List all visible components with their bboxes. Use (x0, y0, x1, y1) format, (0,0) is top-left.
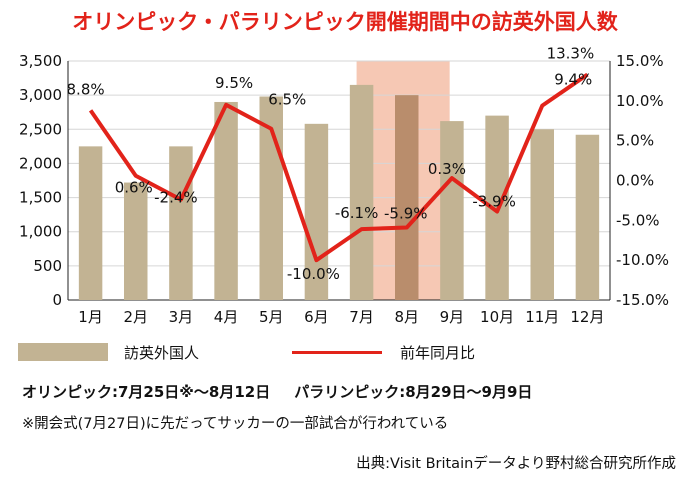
bar (440, 121, 464, 300)
legend-bars: 訪英外国人 (18, 341, 199, 363)
left-tick-label: 1,500 (19, 189, 62, 207)
point-label: 9.5% (215, 74, 253, 92)
left-tick-label: 500 (33, 257, 62, 275)
olympic-dates: オリンピック:7月25日※〜8月12日 (22, 383, 271, 401)
bar (78, 146, 103, 300)
right-tick-label: 0.0% (616, 172, 654, 190)
point-label: -6.1% (335, 204, 379, 222)
legend-line-swatch (292, 350, 382, 354)
paralympic-dates: パラリンピック:8月29日〜9月9日 (294, 383, 533, 401)
bar (349, 84, 374, 301)
right-tick-label: -5.0% (616, 211, 660, 229)
legend-bar-swatch (18, 343, 108, 361)
point-label: -2.4% (154, 189, 198, 207)
left-tick-label: 0 (52, 291, 62, 309)
point-label: 8.8% (67, 80, 105, 98)
legend-line-label: 前年同月比 (400, 343, 476, 362)
right-tick-label: 10.0% (616, 92, 664, 110)
x-tick-label: 4月 (214, 308, 239, 326)
bar (124, 182, 148, 300)
x-tick-label: 2月 (123, 308, 148, 326)
left-tick-label: 2,500 (19, 120, 62, 138)
x-tick-label: 9月 (440, 308, 465, 326)
x-tick-label: 12月 (570, 308, 604, 326)
right-tick-label: 15.0% (616, 52, 664, 70)
x-tick-label: 10月 (480, 308, 514, 326)
left-tick-label: 3,500 (19, 52, 62, 70)
footnote: ※開会式(7月27日)に先だってサッカーの一部試合が行われている (22, 416, 449, 432)
x-tick-label: 3月 (169, 308, 194, 326)
point-label: -5.9% (384, 205, 428, 223)
yoy-line (88, 72, 589, 263)
point-label: 9.4% (554, 71, 592, 89)
bar (214, 101, 238, 300)
legend-line: 前年同月比 (292, 341, 475, 363)
point-label: 6.5% (268, 91, 306, 109)
chart: 0 500 1,000 1,500 2,000 2,500 3,000 3,500 -15.0%… (19, 45, 669, 326)
x-tick-label: 8月 (394, 308, 419, 326)
x-tick-label: 6月 (304, 308, 329, 326)
x-tick-label: 1月 (78, 308, 103, 326)
x-tick-label: 7月 (349, 308, 374, 326)
point-label: 0.6% (115, 179, 153, 197)
bar (575, 134, 600, 300)
event-dates: オリンピック:7月25日※〜8月12日 パラリンピック:8月29日〜9月9日 (22, 381, 532, 402)
chart-title: オリンピック・パラリンピック開催期間中の訪英外国人数 (72, 10, 618, 34)
point-label: 0.3% (428, 160, 466, 178)
source-note: 出典:Visit Britainデータより野村総合研究所作成 (356, 456, 676, 472)
bar (395, 95, 419, 301)
bar (169, 146, 193, 300)
legend-bar-label: 訪英外国人 (124, 343, 200, 362)
bar (530, 129, 554, 300)
right-tick-label: -10.0% (616, 251, 669, 269)
right-tick-label: 5.0% (616, 132, 654, 150)
right-tick-label: -15.0% (616, 291, 669, 309)
x-tick-label: 11月 (525, 308, 559, 326)
left-tick-label: 2,000 (19, 154, 62, 172)
point-label: -10.0% (287, 265, 340, 283)
point-label: -3.9% (472, 193, 516, 211)
left-tick-label: 3,000 (19, 86, 62, 104)
left-tick-label: 1,000 (19, 223, 62, 241)
x-tick-label: 5月 (259, 308, 284, 326)
point-label: 13.3% (547, 45, 595, 63)
